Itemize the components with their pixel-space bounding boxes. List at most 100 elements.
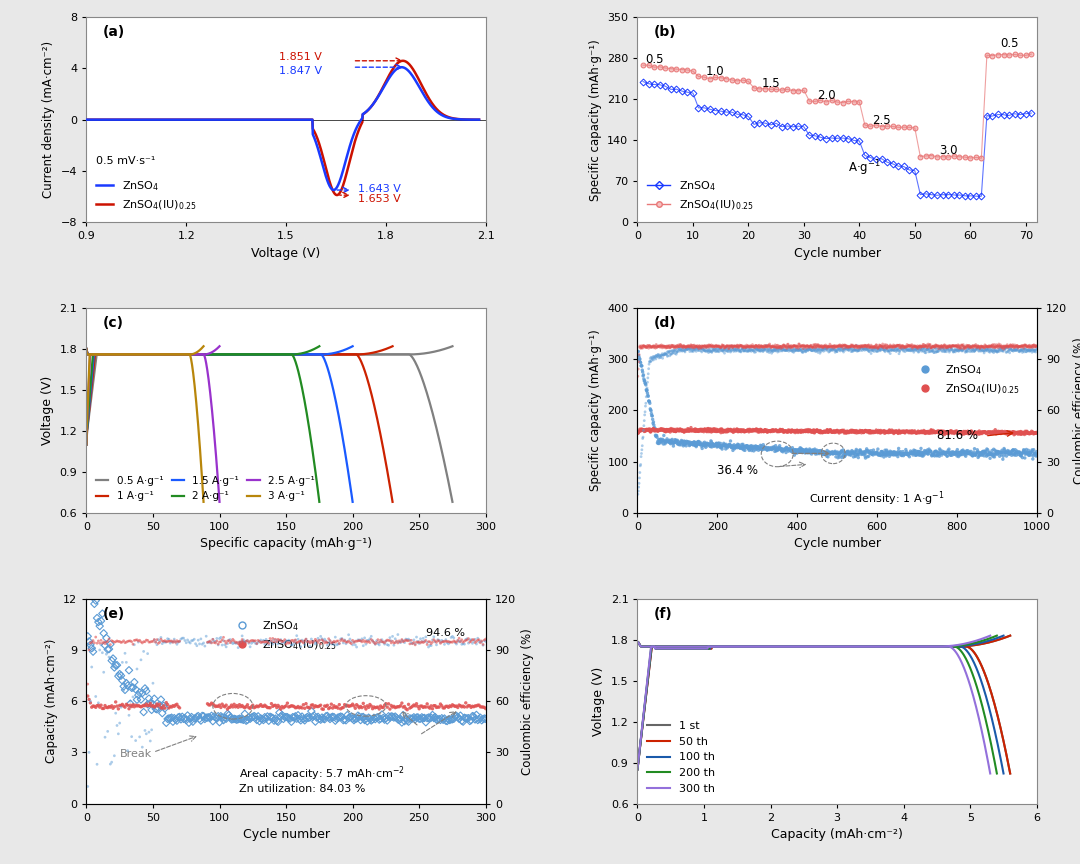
ZnSO$_4$(IU)$_{0.25}$ <box>969 427 986 441</box>
Point <box>983 339 1000 353</box>
Point <box>816 341 834 355</box>
Point <box>746 340 764 353</box>
ZnSO$_4$(IU)$_{0.25}$ <box>818 425 835 439</box>
Point <box>661 345 678 359</box>
Point <box>862 341 879 355</box>
Point <box>751 340 768 353</box>
Point <box>717 340 734 354</box>
Point <box>948 344 966 358</box>
Point <box>251 634 268 648</box>
ZnSO$_4$ <box>684 435 701 449</box>
Point <box>840 344 858 358</box>
ZnSO$_4$(IU)$_{0.25}$ <box>1016 424 1034 438</box>
ZnSO$_4$(IU)$_{0.25}$ <box>1003 425 1021 439</box>
ZnSO$_4$(IU)$_{0.25}$ <box>740 424 757 438</box>
Point <box>886 343 903 357</box>
Point <box>659 346 676 359</box>
ZnSO$_4$(IU)$_{0.25}$ <box>823 425 840 439</box>
ZnSO$_4$ <box>675 437 692 451</box>
ZnSO$_4$(IU)$_{0.25}$ <box>691 424 708 438</box>
Point <box>714 340 731 353</box>
Point <box>320 711 337 725</box>
ZnSO$_4$ <box>885 446 902 460</box>
ZnSO$_4$(IU)$_{0.25}$ <box>1000 426 1017 440</box>
Point <box>676 343 693 357</box>
Point <box>823 339 840 353</box>
ZnSO$_4$ <box>999 445 1016 459</box>
Point <box>362 636 379 650</box>
Point <box>999 340 1016 353</box>
ZnSO$_4$ <box>769 441 786 454</box>
ZnSO$_4$ <box>1027 447 1044 461</box>
ZnSO$_4$ <box>799 445 816 459</box>
ZnSO$_4$(IU)$_{0.25}$ <box>676 423 693 437</box>
Point <box>122 698 139 712</box>
Point <box>921 338 939 352</box>
Point <box>1008 342 1025 356</box>
ZnSO$_4$(IU)$_{0.25}$ <box>659 424 676 438</box>
Point <box>934 341 951 355</box>
ZnSO$_4$ <box>752 438 769 452</box>
ZnSO$_4$ <box>949 448 967 461</box>
Point <box>352 634 369 648</box>
Point <box>108 699 125 713</box>
Point <box>705 340 723 353</box>
Point <box>332 709 349 723</box>
Point <box>630 362 647 376</box>
ZnSO$_4$(IU)$_{0.25}$ <box>639 423 657 437</box>
Point <box>752 340 769 354</box>
ZnSO$_4$ <box>640 394 658 408</box>
Point <box>227 700 244 714</box>
ZnSO$_4$ <box>788 446 806 460</box>
Point <box>937 341 955 355</box>
Point <box>203 635 220 649</box>
Point <box>262 634 280 648</box>
ZnSO$_4$(IU)$_{0.25}$ <box>698 424 715 438</box>
ZnSO$_4$ <box>930 448 947 461</box>
Point <box>754 340 771 354</box>
Point <box>808 343 825 357</box>
Point <box>975 344 993 358</box>
ZnSO$_4$(IU)$_{0.25}$ <box>666 424 684 438</box>
ZnSO$_4$(IU)$_{0.25}$ <box>831 424 848 438</box>
ZnSO$_4$(IU)$_{0.25}$ <box>754 424 771 438</box>
Point <box>920 345 937 359</box>
Point <box>980 341 997 355</box>
Point <box>715 341 732 355</box>
Point <box>742 344 759 358</box>
Point <box>710 340 727 353</box>
Point <box>946 343 963 357</box>
ZnSO$_4$ <box>1013 447 1030 461</box>
Point <box>882 340 900 354</box>
Point <box>349 708 366 722</box>
ZnSO$_4$(IU)$_{0.25}$ <box>650 422 667 436</box>
ZnSO$_4$(IU)$_{0.25}$ <box>922 426 940 440</box>
Point <box>890 346 907 360</box>
Point <box>324 710 341 724</box>
Point <box>825 342 842 356</box>
ZnSO$_4$ <box>630 345 647 359</box>
Point <box>773 344 791 358</box>
Point <box>997 340 1014 354</box>
Point <box>984 340 1001 354</box>
ZnSO$_4$ <box>905 443 922 457</box>
ZnSO$_4$(IU)$_{0.25}$ <box>836 425 853 439</box>
Point <box>441 635 458 649</box>
ZnSO$_4$ <box>698 437 715 451</box>
ZnSO$_4$ <box>662 436 679 450</box>
Point <box>415 632 432 645</box>
ZnSO$_4$(IU)$_{0.25}$ <box>994 425 1011 439</box>
ZnSO$_4$ <box>766 442 783 455</box>
ZnSO$_4$(IU)$_{0.25}$ <box>662 423 679 437</box>
Point <box>97 631 114 645</box>
ZnSO$_4$(IU)$_{0.25}$ <box>1025 427 1042 441</box>
Point <box>276 700 294 714</box>
Point <box>765 343 782 357</box>
Point <box>861 340 878 353</box>
ZnSO$_4$ <box>658 435 675 448</box>
ZnSO$_4$(IU)$_{0.25}$ <box>758 423 775 437</box>
ZnSO$_4$ <box>819 449 836 463</box>
Point <box>978 340 996 353</box>
ZnSO$_4$(IU)$_{0.25}$ <box>1010 427 1027 441</box>
Point <box>966 339 983 353</box>
